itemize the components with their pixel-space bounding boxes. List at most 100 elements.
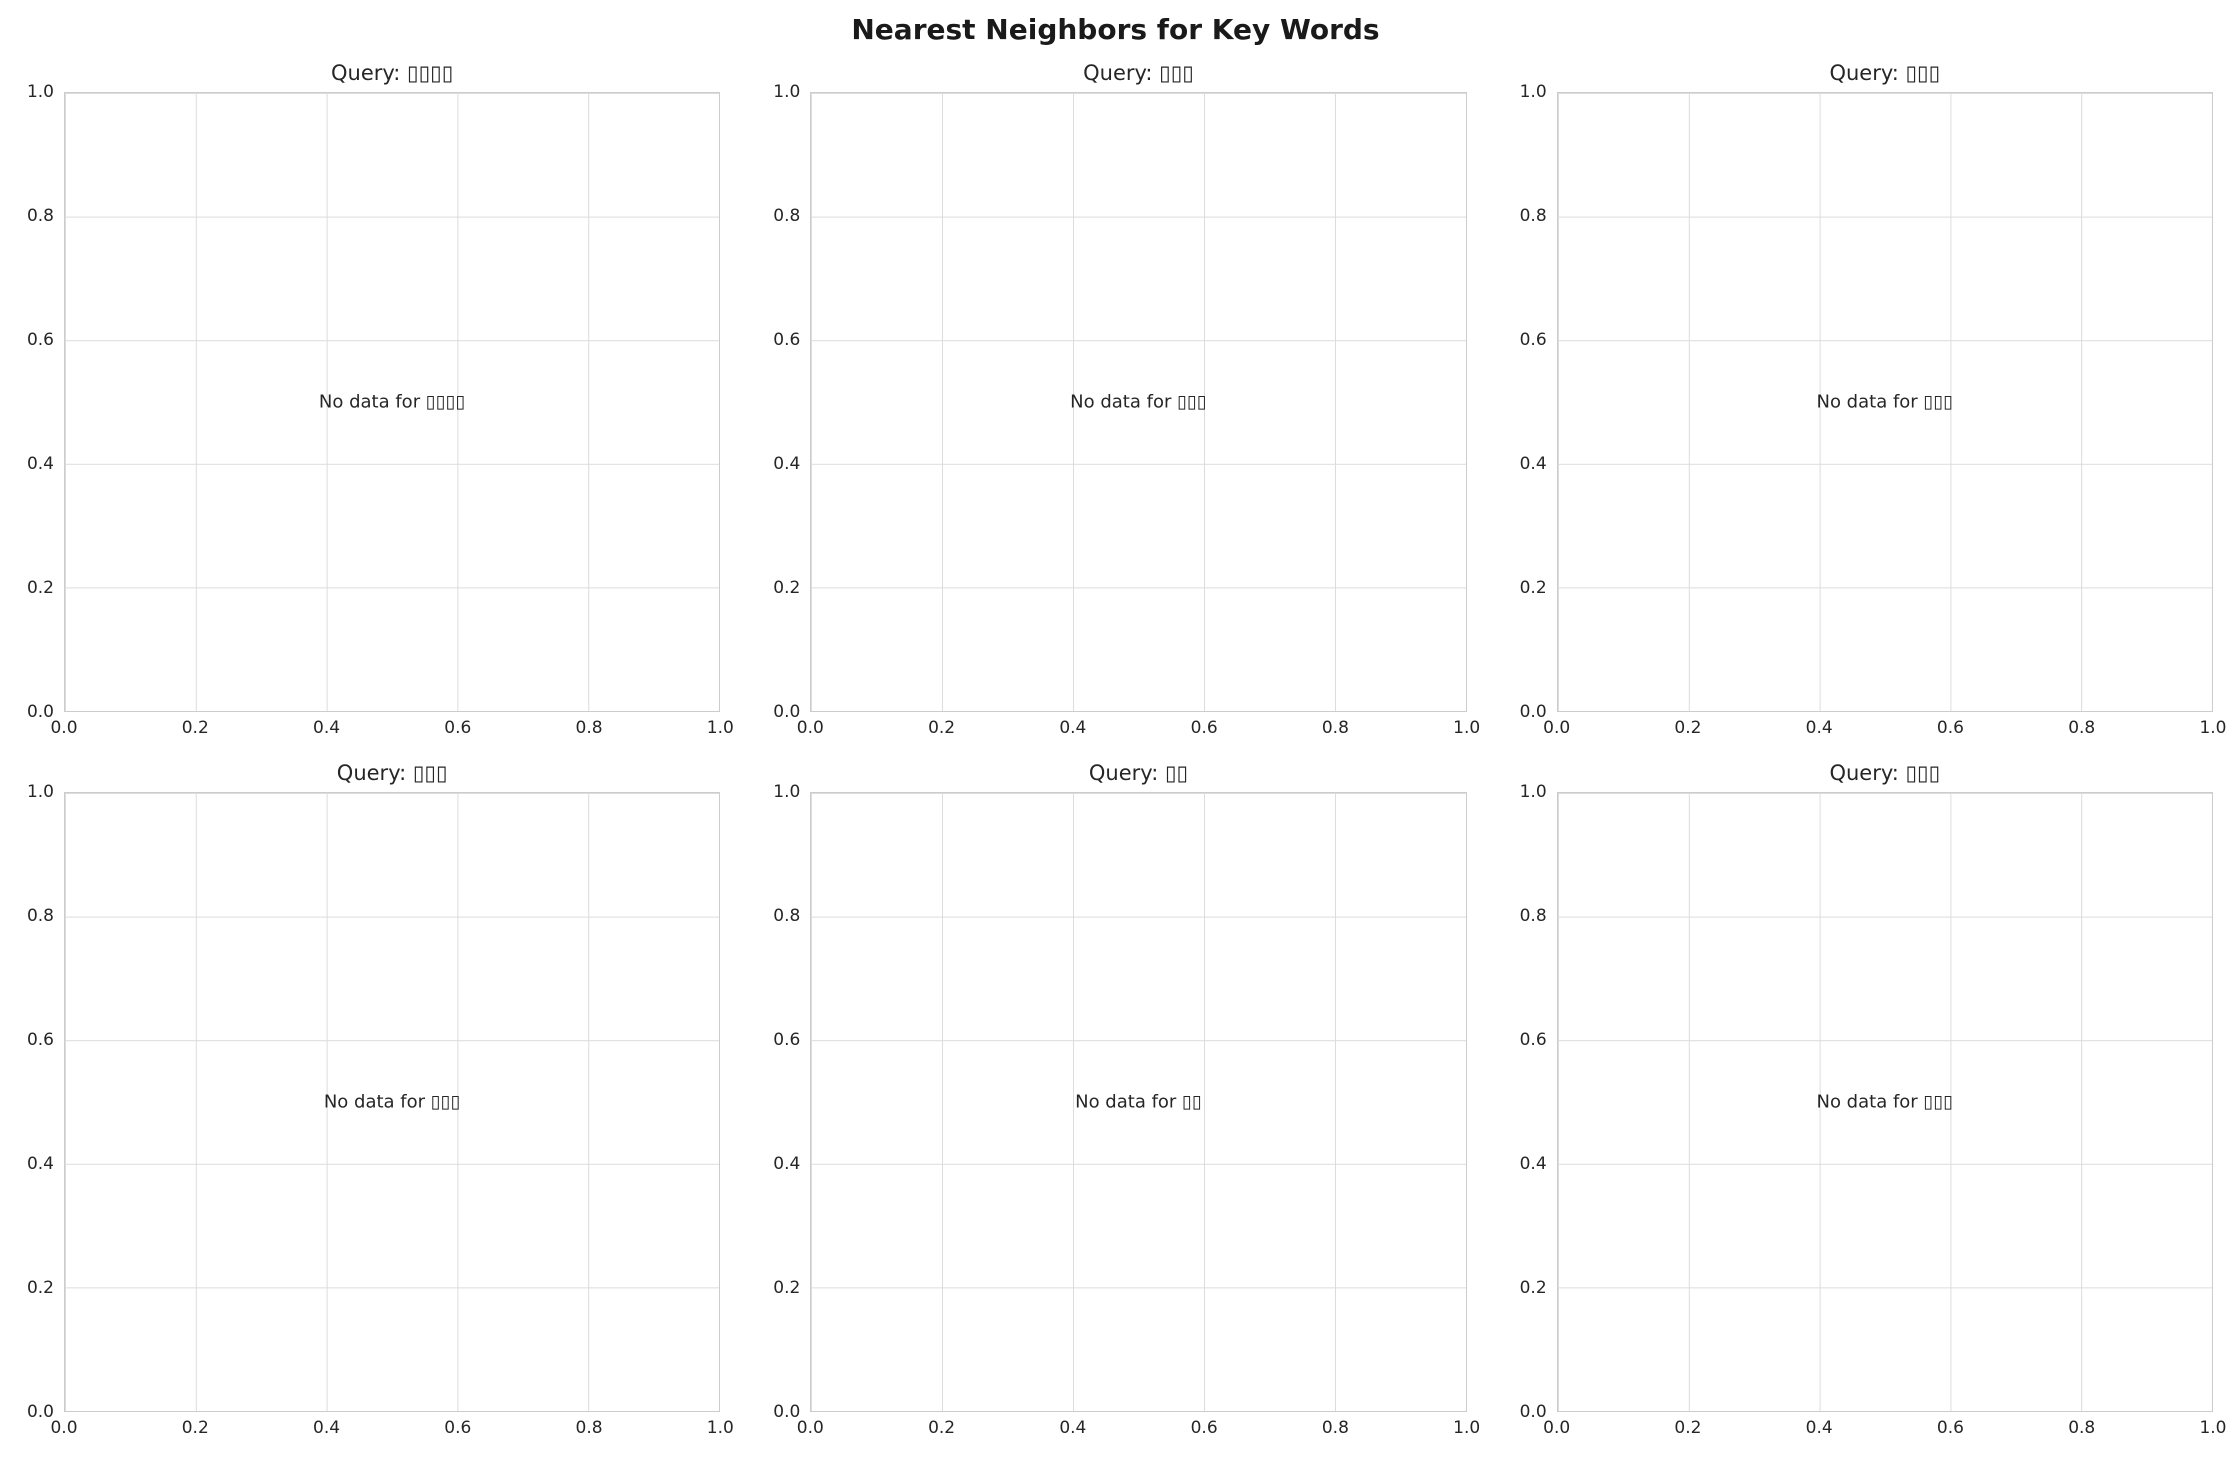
plot-area: No data for ▯▯	[810, 792, 1467, 1412]
x-tick-label: 0.4	[313, 718, 341, 738]
y-tick-label: 0.4	[26, 1154, 54, 1174]
x-tick-label: 1.0	[706, 718, 734, 738]
y-tick-label: 0.4	[773, 1154, 801, 1174]
y-tick-label: 1.0	[773, 782, 801, 802]
x-tick-label: 0.6	[444, 718, 472, 738]
x-axis-tick-labels: 0.0 0.2 0.4 0.6 0.8 1.0	[50, 1412, 733, 1440]
subplot-bottom-center: Query: ▯▯ 1.0 0.8 0.6 0.4 0.2 0.0 No dat…	[764, 758, 1480, 1440]
x-tick-label: 0.2	[181, 1418, 209, 1438]
y-tick-label: 0.2	[1519, 1278, 1547, 1298]
y-tick-label: 0.8	[26, 906, 54, 926]
x-tick-label: 0.4	[1059, 1418, 1087, 1438]
plot-body: 1.0 0.8 0.6 0.4 0.2 0.0 No data for ▯▯▯	[1511, 782, 2213, 1422]
no-data-label: No data for ▯▯▯	[1816, 391, 1954, 413]
x-axis-tick-labels: 0.0 0.2 0.4 0.6 0.8 1.0	[50, 712, 733, 740]
y-tick-label: 0.6	[26, 1030, 54, 1050]
subplot-bottom-right: Query: ▯▯▯ 1.0 0.8 0.6 0.4 0.2 0.0 No da…	[1511, 758, 2227, 1440]
y-tick-label: 0.4	[1519, 1154, 1547, 1174]
y-tick-label: 0.2	[773, 1278, 801, 1298]
no-data-label: No data for ▯▯▯	[1816, 1091, 1954, 1113]
y-tick-label: 0.6	[1519, 330, 1547, 350]
y-tick-label: 0.0	[1519, 702, 1547, 722]
plot-body: 1.0 0.8 0.6 0.4 0.2 0.0 No data for ▯▯▯	[1511, 82, 2213, 722]
x-tick-label: 0.0	[1543, 718, 1571, 738]
x-tick-label: 0.4	[1059, 718, 1087, 738]
subplot-title: Query: ▯▯▯	[336, 761, 448, 785]
x-tick-label: 0.8	[575, 718, 603, 738]
y-tick-label: 0.0	[1519, 1402, 1547, 1422]
x-tick-label: 0.0	[1543, 1418, 1571, 1438]
x-tick-label: 0.0	[796, 718, 824, 738]
x-axis-tick-labels: 0.0 0.2 0.4 0.6 0.8 1.0	[797, 712, 1480, 740]
no-data-label: No data for ▯▯▯▯	[318, 391, 466, 413]
y-axis-tick-labels: 1.0 0.8 0.6 0.4 0.2 0.0	[764, 82, 810, 722]
y-tick-label: 1.0	[26, 82, 54, 102]
no-data-label: No data for ▯▯	[1075, 1091, 1202, 1113]
y-tick-label: 0.8	[773, 906, 801, 926]
x-tick-label: 1.0	[1453, 1418, 1481, 1438]
y-tick-label: 0.8	[26, 206, 54, 226]
subplot-top-center: Query: ▯▯▯ 1.0 0.8 0.6 0.4 0.2 0.0 No da…	[764, 58, 1480, 740]
x-tick-label: 1.0	[2199, 1418, 2227, 1438]
plot-area: No data for ▯▯▯▯	[64, 92, 721, 712]
x-tick-label: 0.6	[1936, 1418, 1964, 1438]
y-tick-label: 1.0	[1519, 82, 1547, 102]
y-tick-label: 0.0	[773, 1402, 801, 1422]
subplot-title: Query: ▯▯▯	[1829, 761, 1941, 785]
plot-area: No data for ▯▯▯	[1556, 792, 2213, 1412]
x-tick-label: 0.8	[2068, 1418, 2096, 1438]
subplot-title: Query: ▯▯▯	[1083, 61, 1194, 85]
y-tick-label: 0.0	[773, 702, 801, 722]
y-tick-label: 0.6	[26, 330, 54, 350]
y-tick-label: 0.8	[1519, 206, 1547, 226]
x-tick-label: 0.0	[50, 718, 78, 738]
y-axis-tick-labels: 1.0 0.8 0.6 0.4 0.2 0.0	[1511, 82, 1557, 722]
x-tick-label: 0.2	[1674, 718, 1702, 738]
plot-area: No data for ▯▯▯	[810, 92, 1467, 712]
subplot-bottom-left: Query: ▯▯▯ 1.0 0.8 0.6 0.4 0.2 0.0 No da…	[18, 758, 734, 1440]
y-axis-tick-labels: 1.0 0.8 0.6 0.4 0.2 0.0	[764, 782, 810, 1422]
figure-title: Nearest Neighbors for Key Words	[851, 13, 1380, 46]
y-tick-label: 1.0	[1519, 782, 1547, 802]
y-axis-tick-labels: 1.0 0.8 0.6 0.4 0.2 0.0	[18, 782, 64, 1422]
x-tick-label: 0.4	[313, 1418, 341, 1438]
x-tick-label: 0.6	[1190, 718, 1218, 738]
y-tick-label: 0.4	[773, 454, 801, 474]
x-tick-label: 0.8	[1321, 1418, 1349, 1438]
x-tick-label: 0.2	[928, 718, 956, 738]
plot-area: No data for ▯▯▯	[64, 792, 721, 1412]
no-data-label: No data for ▯▯▯	[323, 1091, 461, 1113]
y-tick-label: 0.4	[26, 454, 54, 474]
x-tick-label: 0.2	[1674, 1418, 1702, 1438]
x-tick-label: 0.0	[796, 1418, 824, 1438]
x-tick-label: 1.0	[706, 1418, 734, 1438]
y-tick-label: 0.0	[26, 1402, 54, 1422]
x-tick-label: 0.0	[50, 1418, 78, 1438]
plot-body: 1.0 0.8 0.6 0.4 0.2 0.0 No data for ▯▯▯	[18, 782, 721, 1422]
y-tick-label: 0.0	[26, 702, 54, 722]
y-tick-label: 0.8	[1519, 906, 1547, 926]
y-tick-label: 0.2	[1519, 578, 1547, 598]
y-tick-label: 0.2	[26, 578, 54, 598]
x-tick-label: 0.8	[575, 1418, 603, 1438]
y-tick-label: 0.6	[773, 330, 801, 350]
x-tick-label: 0.2	[181, 718, 209, 738]
subplot-top-left: Query: ▯▯▯▯ 1.0 0.8 0.6 0.4 0.2 0.0 No d…	[18, 58, 734, 740]
subplot-title: Query: ▯▯	[1088, 761, 1189, 785]
plot-body: 1.0 0.8 0.6 0.4 0.2 0.0 No data for ▯▯▯	[764, 82, 1467, 722]
no-data-label: No data for ▯▯▯	[1070, 391, 1207, 413]
y-tick-label: 0.6	[1519, 1030, 1547, 1050]
x-axis-tick-labels: 0.0 0.2 0.4 0.6 0.8 1.0	[1543, 712, 2226, 740]
subplot-title: Query: ▯▯▯	[1829, 61, 1941, 85]
y-tick-label: 0.2	[773, 578, 801, 598]
y-tick-label: 0.2	[26, 1278, 54, 1298]
x-tick-label: 0.6	[1190, 1418, 1218, 1438]
x-tick-label: 0.6	[444, 1418, 472, 1438]
plot-body: 1.0 0.8 0.6 0.4 0.2 0.0 No data for ▯▯▯▯	[18, 82, 721, 722]
subplot-grid: Query: ▯▯▯▯ 1.0 0.8 0.6 0.4 0.2 0.0 No d…	[18, 58, 2227, 1440]
x-axis-tick-labels: 0.0 0.2 0.4 0.6 0.8 1.0	[1543, 1412, 2226, 1440]
x-tick-label: 1.0	[2199, 718, 2227, 738]
x-tick-label: 0.6	[1936, 718, 1964, 738]
x-tick-label: 0.8	[2068, 718, 2096, 738]
